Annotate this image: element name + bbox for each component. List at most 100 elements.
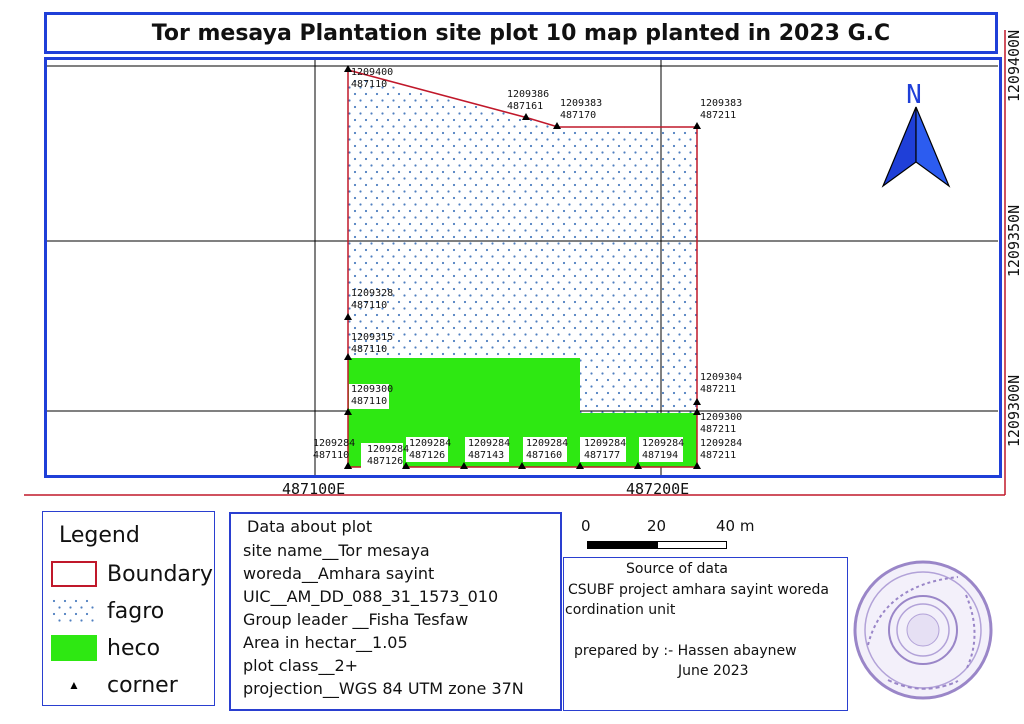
corner-easting-label: 487170 xyxy=(560,110,596,121)
plot-info-line: Area in hectar__1.05 xyxy=(243,633,408,652)
plot-info-line: site name__Tor mesaya xyxy=(243,541,430,560)
corner-northing-label: 1209284 xyxy=(642,438,684,449)
legend-item-boundary: Boundary xyxy=(51,560,213,588)
corner-northing-label: 1209383 xyxy=(700,98,742,109)
corner-marker xyxy=(344,353,352,360)
corner-easting-label: 487211 xyxy=(700,424,736,435)
corner-easting-label: 487211 xyxy=(700,110,736,121)
legend-title: Legend xyxy=(59,523,140,548)
corner-marker xyxy=(344,313,352,320)
official-stamp xyxy=(853,560,993,700)
north-arrow-icon xyxy=(881,106,951,188)
scale-segment xyxy=(587,541,657,549)
label-bg xyxy=(523,437,567,462)
corner-easting-label: 487143 xyxy=(468,450,504,461)
legend-label: heco xyxy=(107,635,161,661)
plot-info-heading: Data about plot xyxy=(247,517,373,536)
corner-easting-label: 487211 xyxy=(700,450,736,461)
corner-easting-label: 487110 xyxy=(351,300,387,311)
corner-northing-label: 1209284 xyxy=(700,438,742,449)
corner-northing-label: 1209304 xyxy=(700,372,742,383)
x-tick-label: 487100E xyxy=(282,480,345,498)
corner-marker xyxy=(634,462,642,469)
map-title: Tor mesaya Plantation site plot 10 map p… xyxy=(151,20,891,46)
legend-item-heco: heco xyxy=(51,634,160,662)
corner-easting-label: 487194 xyxy=(642,450,678,461)
corner-northing-label: 1209386 xyxy=(507,89,549,100)
corner-marker xyxy=(402,462,410,469)
legend-item-corner: ▲ corner xyxy=(51,671,178,699)
scale-label: 40 m xyxy=(716,517,755,535)
corner-easting-label: 487110 xyxy=(351,79,387,90)
corner-easting-label: 487126 xyxy=(367,456,403,467)
plot-info-line: projection__WGS 84 UTM zone 37N xyxy=(243,679,524,698)
corner-northing-label: 1209284 xyxy=(409,438,451,449)
corner-northing-label: 1209300 xyxy=(351,384,393,395)
corner-northing-label: 1209284 xyxy=(313,438,355,449)
corner-marker xyxy=(518,462,526,469)
corner-marker xyxy=(344,462,352,469)
corner-marker xyxy=(693,462,701,469)
prepared-by: prepared by :- Hassen abaynew xyxy=(574,643,797,659)
plot-info-line: woreda__Amhara sayint xyxy=(243,564,435,583)
title-box: Tor mesaya Plantation site plot 10 map p… xyxy=(44,12,998,54)
corner-easting-label: 487110 xyxy=(351,396,387,407)
map-frame xyxy=(44,57,1002,478)
prepared-date: June 2023 xyxy=(678,663,749,679)
y-tick-label: 1209400N xyxy=(1005,30,1023,102)
heco-swatch xyxy=(51,635,97,661)
corner-northing-label: 1209328 xyxy=(351,288,393,299)
corner-marker xyxy=(522,113,530,120)
corner-easting-label: 487110 xyxy=(351,344,387,355)
corner-northing-label: 1209284 xyxy=(584,438,626,449)
corner-marker xyxy=(553,122,561,129)
corner-marker xyxy=(344,408,352,415)
legend-label: fagro xyxy=(107,598,165,624)
fagro-area xyxy=(348,76,697,413)
plot-info-panel: Data about plot site name__Tor mesaya wo… xyxy=(229,512,562,711)
corner-easting-label: 487211 xyxy=(700,384,736,395)
label-bg xyxy=(639,437,683,462)
corner-northing-label: 1209300 xyxy=(700,412,742,423)
corner-northing-label: 1209284 xyxy=(468,438,510,449)
corner-marker xyxy=(693,408,701,415)
y-tick-label: 1209300N xyxy=(1005,375,1023,447)
plot-info-line: plot class__2+ xyxy=(243,656,359,675)
corner-northing-label: 1209383 xyxy=(560,98,602,109)
corner-swatch: ▲ xyxy=(51,672,97,698)
boundary-swatch xyxy=(51,561,97,587)
fagro-swatch xyxy=(51,598,97,624)
label-bg xyxy=(349,384,389,409)
legend-item-fagro: fagro xyxy=(51,597,164,625)
corner-northing-label: 1209315 xyxy=(351,332,393,343)
north-label: N xyxy=(906,80,922,110)
corner-northing-label: 1209400 xyxy=(351,67,393,78)
plot-info-line: UIC__AM_DD_088_31_1573_010 xyxy=(243,587,499,606)
corner-marker xyxy=(344,65,352,72)
corner-easting-label: 487161 xyxy=(507,101,543,112)
scale-segment xyxy=(657,541,727,549)
corner-marker xyxy=(693,122,701,129)
label-bg xyxy=(361,443,403,468)
corner-triangle-icon: ▲ xyxy=(68,678,80,692)
label-bg xyxy=(580,437,626,462)
y-tick-label: 1209350N xyxy=(1005,205,1023,277)
corner-northing-label: 1209284 xyxy=(526,438,568,449)
corner-easting-label: 487160 xyxy=(526,450,562,461)
corner-easting-label: 487126 xyxy=(409,450,445,461)
plot-info-line: Group leader __Fisha Tesfaw xyxy=(243,610,469,629)
source-line: cordination unit xyxy=(565,602,676,618)
source-panel: Source of data CSUBF project amhara sayi… xyxy=(563,557,848,711)
corner-marker xyxy=(693,398,701,405)
scale-label: 0 xyxy=(581,517,591,535)
legend-label: Boundary xyxy=(107,561,213,587)
corner-northing-label: 1209284 xyxy=(367,444,409,455)
label-bg xyxy=(406,437,448,462)
corner-easting-label: 487177 xyxy=(584,450,620,461)
corner-marker xyxy=(576,462,584,469)
source-heading: Source of data xyxy=(626,561,729,577)
label-bg xyxy=(465,437,509,462)
corner-easting-label: 487110 xyxy=(313,450,349,461)
